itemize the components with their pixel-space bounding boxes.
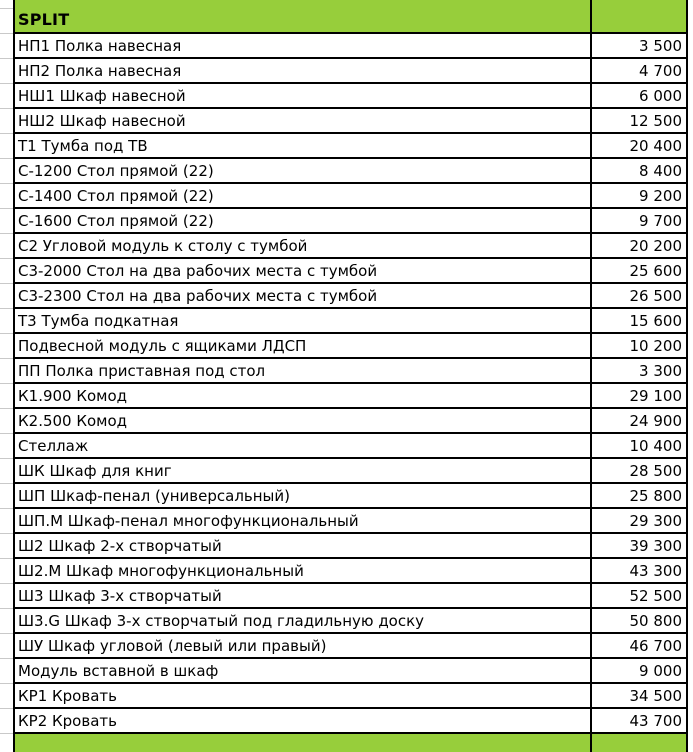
item-name-cell[interactable]: КР1 Кровать [13, 682, 592, 709]
footer-row [13, 732, 688, 752]
table-row: С-1200 Стол прямой (22) 8 400 [13, 157, 688, 184]
item-price-cell[interactable]: 6 000 [590, 82, 688, 109]
item-price-cell[interactable]: 20 200 [590, 232, 688, 259]
item-name-cell[interactable]: ШУ Шкаф угловой (левый или правый) [13, 632, 592, 659]
table-row: ШП.М Шкаф-пенал многофункциональный 29 30… [13, 507, 688, 534]
item-price-cell[interactable]: 12 500 [590, 107, 688, 134]
item-name-cell[interactable]: С-1600 Стол прямой (22) [13, 207, 592, 234]
item-name-cell[interactable]: ШК Шкаф для книг [13, 457, 592, 484]
table-row: С3-2000 Стол на два рабочих места с тумб… [13, 257, 688, 284]
table-row: НШ2 Шкаф навесной 12 500 [13, 107, 688, 134]
table-row: С2 Угловой модуль к столу с тумбой 20 200 [13, 232, 688, 259]
item-name-cell[interactable]: Т3 Тумба подкатная [13, 307, 592, 334]
item-name-cell[interactable]: ШП.М Шкаф-пенал многофункциональный [13, 507, 592, 534]
item-price-cell[interactable]: 43 700 [590, 707, 688, 734]
header-row: SPLIT [13, 0, 688, 34]
row-margin-strip [0, 0, 13, 752]
item-name-cell[interactable]: Стеллаж [13, 432, 592, 459]
item-name-cell[interactable]: ПП Полка приставная под стол [13, 357, 592, 384]
item-price-cell[interactable]: 3 500 [590, 32, 688, 59]
item-name-cell[interactable]: С3-2300 Стол на два рабочих места с тумб… [13, 282, 592, 309]
item-price-cell[interactable]: 26 500 [590, 282, 688, 309]
table-row: Ш2 Шкаф 2-х створчатый 39 300 [13, 532, 688, 559]
table-title-cell[interactable]: SPLIT [13, 0, 592, 34]
item-price-cell[interactable]: 43 300 [590, 557, 688, 584]
item-name-cell[interactable]: Модуль вставной в шкаф [13, 657, 592, 684]
item-name-cell[interactable]: Т1 Тумба под ТВ [13, 132, 592, 159]
table-row: Ш3 Шкаф 3-х створчатый 52 500 [13, 582, 688, 609]
item-name-cell[interactable]: НП2 Полка навесная [13, 57, 592, 84]
price-table-body: НП1 Полка навесная 3 500 НП2 Полка навесна… [13, 32, 688, 734]
item-price-cell[interactable]: 39 300 [590, 532, 688, 559]
item-name-cell[interactable]: НШ1 Шкаф навесной [13, 82, 592, 109]
table-row: ШУ Шкаф угловой (левый или правый) 46 700 [13, 632, 688, 659]
item-price-cell[interactable]: 46 700 [590, 632, 688, 659]
item-price-cell[interactable]: 9 700 [590, 207, 688, 234]
table-row: С-1400 Стол прямой (22) 9 200 [13, 182, 688, 209]
item-price-cell[interactable]: 28 500 [590, 457, 688, 484]
item-name-cell[interactable]: С-1400 Стол прямой (22) [13, 182, 592, 209]
table-row: КР1 Кровать 34 500 [13, 682, 688, 709]
table-row: Ш3.G Шкаф 3-х створчатый под гладильную … [13, 607, 688, 634]
table-row: ШП Шкаф-пенал (универсальный) 25 800 [13, 482, 688, 509]
item-name-cell[interactable]: ШП Шкаф-пенал (универсальный) [13, 482, 592, 509]
table-row: К2.500 Комод 24 900 [13, 407, 688, 434]
table-row: НП1 Полка навесная 3 500 [13, 32, 688, 59]
item-price-cell[interactable]: 20 400 [590, 132, 688, 159]
item-name-cell[interactable]: С2 Угловой модуль к столу с тумбой [13, 232, 592, 259]
item-name-cell[interactable]: Подвесной модуль с ящиками ЛДСП [13, 332, 592, 359]
item-name-cell[interactable]: С-1200 Стол прямой (22) [13, 157, 592, 184]
price-table: SPLIT НП1 Полка навесная 3 500 НП2 Полка н… [13, 0, 688, 752]
item-price-cell[interactable]: 29 100 [590, 382, 688, 409]
item-name-cell[interactable]: КР2 Кровать [13, 707, 592, 734]
item-name-cell[interactable]: К2.500 Комод [13, 407, 592, 434]
item-price-cell[interactable]: 52 500 [590, 582, 688, 609]
table-row: КР2 Кровать 43 700 [13, 707, 688, 734]
table-row: НП2 Полка навесная 4 700 [13, 57, 688, 84]
item-price-cell[interactable]: 50 800 [590, 607, 688, 634]
item-name-cell[interactable]: Ш3 Шкаф 3-х створчатый [13, 582, 592, 609]
item-price-cell[interactable]: 25 600 [590, 257, 688, 284]
table-row: Подвесной модуль с ящиками ЛДСП 10 200 [13, 332, 688, 359]
item-name-cell[interactable]: НШ2 Шкаф навесной [13, 107, 592, 134]
item-price-cell[interactable]: 8 400 [590, 157, 688, 184]
item-price-cell[interactable]: 29 300 [590, 507, 688, 534]
item-name-cell[interactable]: Ш2.М Шкаф многофункциональный [13, 557, 592, 584]
table-row: Стеллаж 10 400 [13, 432, 688, 459]
table-row: Т3 Тумба подкатная 15 600 [13, 307, 688, 334]
header-price-cell[interactable] [590, 0, 688, 34]
item-price-cell[interactable]: 9 000 [590, 657, 688, 684]
item-price-cell[interactable]: 24 900 [590, 407, 688, 434]
item-name-cell[interactable]: Ш3.G Шкаф 3-х створчатый под гладильную … [13, 607, 592, 634]
table-row: С-1600 Стол прямой (22) 9 700 [13, 207, 688, 234]
item-price-cell[interactable]: 15 600 [590, 307, 688, 334]
table-row: Модуль вставной в шкаф 9 000 [13, 657, 688, 684]
item-price-cell[interactable]: 34 500 [590, 682, 688, 709]
item-price-cell[interactable]: 10 400 [590, 432, 688, 459]
table-row: К1.900 Комод 29 100 [13, 382, 688, 409]
table-row: Ш2.М Шкаф многофункциональный 43 300 [13, 557, 688, 584]
item-price-cell[interactable]: 3 300 [590, 357, 688, 384]
item-name-cell[interactable]: С3-2000 Стол на два рабочих места с тумб… [13, 257, 592, 284]
footer-price-cell[interactable] [590, 732, 688, 752]
footer-name-cell[interactable] [13, 732, 592, 752]
table-row: ШК Шкаф для книг 28 500 [13, 457, 688, 484]
table-row: НШ1 Шкаф навесной 6 000 [13, 82, 688, 109]
table-row: ПП Полка приставная под стол 3 300 [13, 357, 688, 384]
item-price-cell[interactable]: 9 200 [590, 182, 688, 209]
item-name-cell[interactable]: НП1 Полка навесная [13, 32, 592, 59]
item-price-cell[interactable]: 10 200 [590, 332, 688, 359]
table-row: С3-2300 Стол на два рабочих места с тумб… [13, 282, 688, 309]
item-name-cell[interactable]: Ш2 Шкаф 2-х створчатый [13, 532, 592, 559]
item-name-cell[interactable]: К1.900 Комод [13, 382, 592, 409]
table-row: Т1 Тумба под ТВ 20 400 [13, 132, 688, 159]
item-price-cell[interactable]: 25 800 [590, 482, 688, 509]
item-price-cell[interactable]: 4 700 [590, 57, 688, 84]
